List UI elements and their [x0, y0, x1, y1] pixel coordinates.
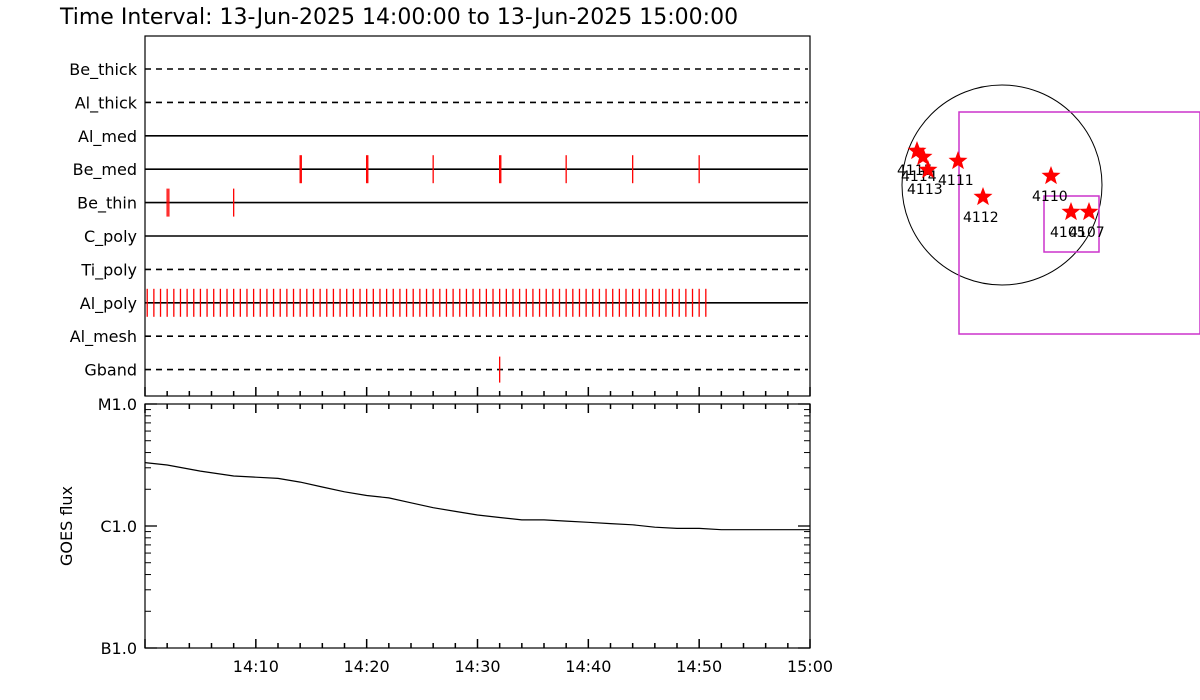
region-star-4112: [973, 187, 993, 206]
goes-ytick-label: M1.0: [98, 395, 137, 414]
channel-label-be_thin: Be_thin: [77, 194, 137, 214]
region-star-4115: [907, 141, 927, 160]
channel-label-ti_poly: Ti_poly: [80, 260, 137, 280]
goes-xtick-label: 15:00: [787, 657, 833, 676]
channel-label-al_poly: Al_poly: [80, 294, 137, 314]
goes-panel-frame: [144, 403, 811, 649]
zoom-region-box: [1043, 195, 1100, 253]
region-label-4111: 4111: [938, 173, 974, 189]
region-label-4107: 4107: [1069, 225, 1105, 241]
region-label-4105: 4105: [1050, 225, 1086, 241]
field-of-view-box: [958, 111, 1200, 335]
region-label-4113: 4113: [907, 182, 943, 198]
goes-ytick-label: C1.0: [100, 517, 137, 536]
region-star-4113: [918, 160, 938, 179]
goes-xtick-label: 14:50: [676, 657, 722, 676]
goes-panel: B1.0 C1.0 M1.0 14:10 14:20 14:30 14:40 14:50 15:…: [98, 395, 833, 676]
region-label-4112: 4112: [963, 210, 999, 226]
channel-label-be_thick: Be_thick: [69, 60, 137, 80]
channel-label-gband: Gband: [84, 361, 137, 380]
channel-label-c_poly: C_poly: [84, 227, 137, 247]
channel-label-be_med: Be_med: [73, 160, 137, 180]
region-star-4114: [913, 147, 933, 166]
goes-xtick-label: 14:10: [233, 657, 279, 676]
timeline-panel: Be_thick Al_thick Al_med Be_med Be_thin C_pol…: [69, 60, 811, 413]
goes-xtick-label: 14:20: [344, 657, 390, 676]
region-star-4111: [948, 151, 968, 170]
chart-title: Time Interval: 13-Jun-2025 14:00:00 to 1…: [59, 5, 738, 30]
channel-label-al_mesh: Al_mesh: [70, 327, 137, 347]
goes-xtick-label: 14:40: [565, 657, 611, 676]
goes-flux-line: [144, 462, 810, 531]
goes-ytick-label: B1.0: [101, 639, 137, 658]
solar-disk: [901, 84, 1103, 286]
region-star-4110: [1041, 166, 1061, 185]
goes-xtick-label: 14:30: [454, 657, 500, 676]
goes-ylabel: GOES flux: [57, 486, 76, 566]
channel-label-al_med: Al_med: [78, 127, 137, 147]
timeline-panel-frame: [144, 35, 811, 397]
region-star-4105: [1061, 202, 1081, 221]
region-star-4107: [1079, 202, 1099, 221]
channel-label-al_thick: Al_thick: [75, 93, 138, 113]
region-label-4110: 4110: [1032, 189, 1068, 205]
